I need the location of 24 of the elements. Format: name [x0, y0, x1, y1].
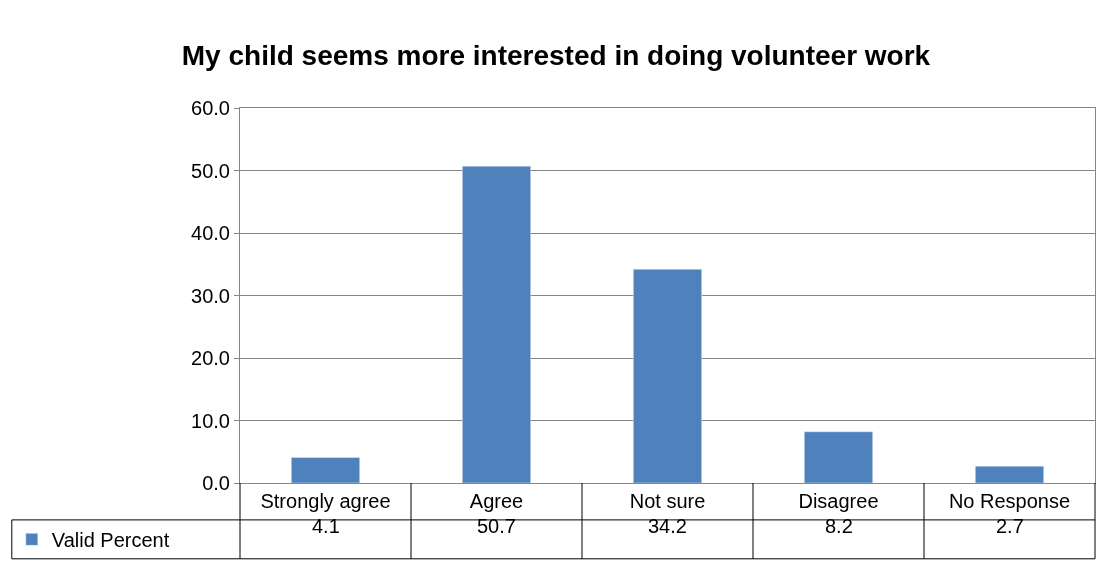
bar — [462, 165, 531, 483]
y-tick-label: 50.0 — [191, 159, 230, 182]
bar — [291, 457, 360, 483]
y-tick-label: 60.0 — [191, 97, 230, 119]
y-tick-label: 0.0 — [202, 472, 230, 494]
y-tick-label: 40.0 — [191, 222, 230, 244]
x-tick-label: Disagree — [798, 490, 879, 512]
x-tick-label: Strongly agree — [260, 490, 391, 512]
x-tick-label: No Response — [948, 490, 1071, 512]
bar — [804, 431, 873, 483]
y-tick-label: 20.0 — [191, 347, 230, 369]
y-tick-label: 30.0 — [191, 284, 230, 307]
y-tick-label: 10.0 — [191, 409, 230, 432]
data-label: 2.7 — [996, 515, 1024, 537]
chart-title: My child seems more interested in doing volunteer work — [181, 39, 931, 71]
legend-label: Valid Percent — [51, 529, 170, 552]
bar — [975, 465, 1044, 483]
data-label: 34.2 — [648, 515, 687, 537]
bar — [633, 269, 702, 483]
x-tick-label: Not sure — [629, 490, 706, 512]
data-label: 8.2 — [825, 515, 853, 537]
x-tick-label: Agree — [469, 490, 524, 512]
data-label: 4.1 — [312, 515, 340, 537]
data-label: 50.7 — [477, 515, 516, 537]
